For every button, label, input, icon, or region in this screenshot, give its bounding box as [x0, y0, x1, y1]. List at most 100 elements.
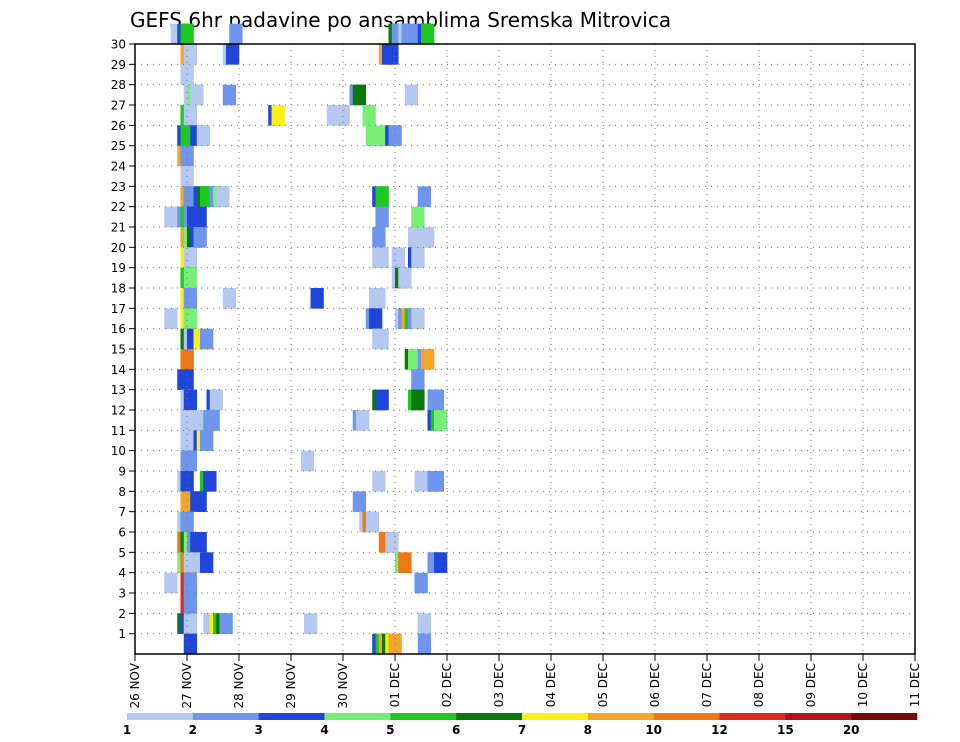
colorbar-label: 4	[320, 723, 328, 737]
cell-188	[183, 593, 198, 614]
y-tick-label: 8	[118, 485, 126, 499]
colorbar-swatch	[522, 713, 589, 720]
cell-37	[196, 125, 211, 146]
x-tick-label: 26 NOV	[128, 662, 142, 708]
cell-183	[164, 572, 178, 594]
cell-140	[434, 410, 448, 431]
colorbar-label: 7	[518, 723, 526, 737]
cell-93	[164, 308, 178, 329]
cell-175	[183, 552, 198, 573]
colorbar-label: 12	[711, 723, 728, 737]
y-tick-label: 15	[111, 343, 126, 357]
y-tick-label: 9	[118, 465, 126, 479]
colorbar-label: 8	[584, 723, 592, 737]
cell-144	[200, 430, 214, 451]
cell-119	[411, 369, 425, 390]
x-tick-label: 08 DEC	[752, 663, 766, 707]
cell-207	[417, 633, 432, 655]
cell-200	[183, 633, 198, 655]
colorbar: 1 2 3 4 5 6 7 8 10 12 15 20	[123, 713, 918, 737]
cell-71	[372, 227, 386, 248]
cell-3	[229, 23, 243, 45]
cell-27	[183, 105, 198, 126]
cell-90	[310, 288, 324, 309]
cell-21	[190, 84, 204, 106]
x-axis-ticks: 26 NOV 27 NOV 28 NOV 29 NOV 30 NOV 01 DEC 02 D…	[128, 654, 922, 709]
cell-8	[404, 23, 419, 45]
cell-79	[391, 247, 406, 268]
y-tick-label: 6	[118, 526, 126, 540]
y-tick-label: 26	[111, 119, 126, 133]
cell-197	[219, 613, 233, 634]
cell-199	[417, 613, 432, 634]
cell-25	[404, 84, 419, 106]
cell-55	[375, 186, 389, 207]
colorbar-swatch	[785, 713, 852, 720]
cell-182	[434, 552, 448, 573]
cell-89	[222, 288, 237, 309]
cell-33	[362, 105, 376, 126]
cell-137	[356, 410, 370, 431]
colorbar-swatch	[587, 713, 654, 720]
y-tick-label: 14	[111, 363, 126, 377]
y-tick-label: 12	[111, 404, 126, 418]
cell-43	[180, 145, 194, 167]
y-tick-label: 1	[118, 627, 126, 641]
cell-97	[369, 308, 383, 329]
y-tick-label: 30	[111, 38, 126, 52]
cell-149	[180, 471, 194, 492]
cell-109	[200, 328, 214, 350]
cell-135	[206, 410, 220, 431]
colorbar-swatch	[719, 713, 786, 720]
cell-14	[226, 44, 240, 65]
y-tick-label: 7	[118, 505, 126, 519]
colorbar-swatch	[192, 713, 259, 720]
cell-147	[300, 450, 315, 472]
cell-63	[193, 206, 207, 228]
cell-116	[421, 349, 435, 370]
colorbar-swatch	[258, 713, 325, 720]
cell-10	[421, 23, 435, 45]
x-tick-label: 29 NOV	[284, 662, 298, 708]
colorbar-label: 1	[123, 723, 131, 737]
y-tick-label: 20	[111, 241, 126, 255]
colorbar-swatch	[456, 713, 523, 720]
cell-76	[183, 247, 198, 268]
cell-155	[430, 471, 445, 492]
colorbar-label: 3	[254, 723, 262, 737]
y-tick-label: 11	[111, 424, 126, 438]
cell-125	[375, 389, 389, 411]
colorbar-swatch	[851, 713, 918, 720]
y-tick-label: 29	[111, 58, 126, 72]
cell-29	[271, 105, 285, 126]
cell-17	[385, 44, 399, 65]
colorbar-label: 2	[189, 723, 197, 737]
colorbar-swatch	[324, 713, 391, 720]
cell-132	[187, 410, 201, 431]
y-tick-label: 13	[111, 383, 126, 397]
y-tick-label: 5	[118, 546, 126, 560]
cell-95	[183, 308, 198, 329]
x-tick-label: 11 DEC	[908, 663, 922, 707]
cell-127	[411, 389, 425, 411]
cell-151	[203, 471, 217, 492]
x-tick-label: 06 DEC	[648, 663, 662, 707]
x-tick-label: 03 DEC	[492, 663, 506, 707]
colorbar-label: 15	[777, 723, 794, 737]
cell-103	[411, 308, 425, 329]
cell-177	[200, 552, 214, 573]
cell-172	[385, 532, 399, 553]
cell-118	[180, 369, 194, 390]
x-tick-label: 30 NOV	[336, 662, 350, 708]
cell-146	[183, 450, 198, 472]
y-tick-label: 4	[118, 566, 126, 580]
colorbar-swatch	[653, 713, 720, 720]
y-tick-label: 3	[118, 587, 126, 601]
cell-74	[421, 227, 435, 248]
heatmap-cells	[164, 23, 448, 655]
cell-78	[375, 247, 389, 268]
cell-164	[365, 511, 380, 533]
cell-2	[180, 23, 194, 45]
x-tick-label: 27 NOV	[180, 662, 194, 708]
cell-153	[414, 471, 428, 492]
